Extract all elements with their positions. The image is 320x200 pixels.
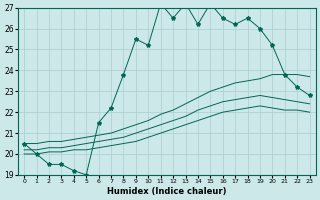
X-axis label: Humidex (Indice chaleur): Humidex (Indice chaleur) [107,187,227,196]
